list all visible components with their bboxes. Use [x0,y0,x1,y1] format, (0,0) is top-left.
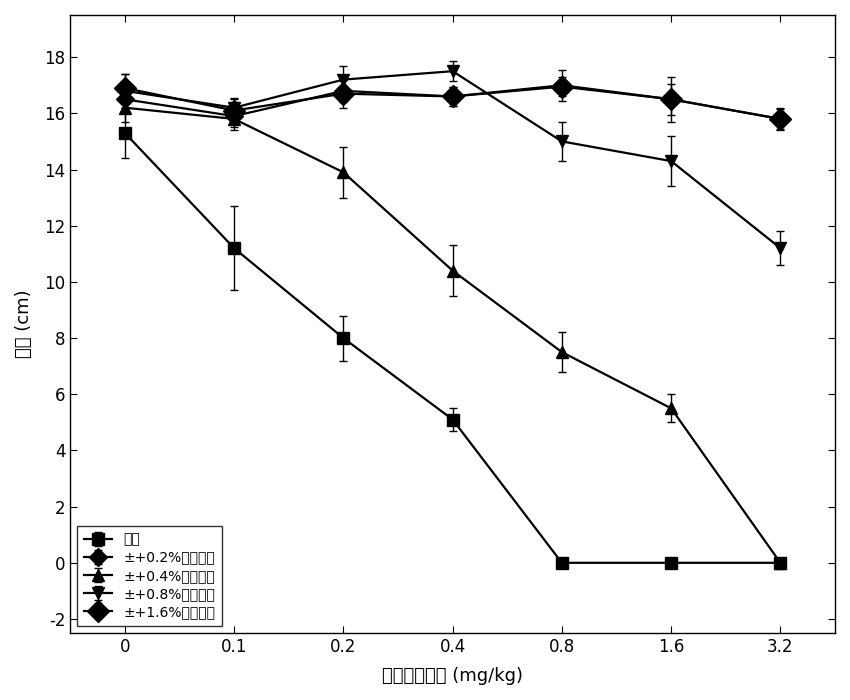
Y-axis label: 株高 (cm): 株高 (cm) [15,290,33,358]
X-axis label: 甲磺草胺浓度 (mg/kg): 甲磺草胺浓度 (mg/kg) [382,667,523,685]
Legend: 农育, ±+0.2%碳纳米管, ±+0.4%碳纳米管, ±+0.8%碳纳米管, ±+1.6%碳纳米管: 农育, ±+0.2%碳纳米管, ±+0.4%碳纳米管, ±+0.8%碳纳米管, … [77,526,222,626]
